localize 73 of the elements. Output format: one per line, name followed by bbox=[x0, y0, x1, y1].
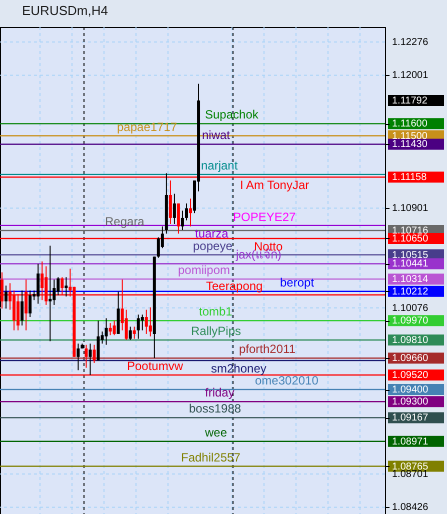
y-tick-label: 1.09300 bbox=[392, 396, 429, 408]
candlestick bbox=[140, 314, 144, 331]
y-tick-label: 1.09520 bbox=[392, 370, 429, 382]
ref-line-label: sm2honey bbox=[211, 362, 266, 376]
ref-line-label: tuarza bbox=[195, 226, 229, 240]
candlestick bbox=[88, 343, 92, 376]
ref-line-label: friday bbox=[205, 386, 234, 400]
ref-line-label: I Am TonyJar bbox=[240, 178, 310, 192]
candlestick bbox=[172, 193, 176, 224]
candlestick bbox=[64, 276, 68, 297]
candlestick bbox=[132, 326, 136, 340]
candlestick bbox=[52, 279, 56, 306]
candlestick bbox=[176, 202, 180, 234]
ref-line-label: Teerapong bbox=[206, 278, 263, 293]
candlestick bbox=[4, 285, 8, 310]
ref-line-label: boss1988 bbox=[189, 402, 242, 416]
candlestick bbox=[92, 344, 96, 364]
ref-line-label: wee bbox=[204, 425, 228, 440]
candlestick bbox=[36, 263, 40, 304]
y-tick-label: 1.11792 bbox=[392, 95, 428, 106]
ref-line-label: Pootumvw bbox=[127, 359, 184, 374]
candlestick bbox=[148, 306, 152, 337]
candlestick bbox=[168, 180, 172, 224]
candlestick bbox=[104, 318, 108, 346]
candlestick bbox=[136, 314, 140, 340]
candlestick bbox=[108, 322, 112, 336]
candlestick bbox=[28, 290, 32, 318]
candlestick bbox=[144, 309, 148, 334]
ref-line-label: pforth2011 bbox=[239, 342, 296, 356]
y-tick-label: 1.11158 bbox=[392, 172, 428, 184]
y-tick-label: 1.12276 bbox=[392, 36, 429, 48]
ref-line-label: tomb1 bbox=[199, 304, 233, 319]
y-tick-label: 1.10314 bbox=[392, 274, 429, 286]
ref-line-label: Regara bbox=[105, 214, 145, 228]
y-tick-label: 1.10212 bbox=[392, 286, 429, 298]
y-tick-label: 1.09660 bbox=[392, 353, 429, 364]
ref-line-label: narjant bbox=[201, 158, 238, 172]
candlestick bbox=[156, 236, 160, 258]
ref-line-label: Supachok bbox=[205, 108, 260, 122]
y-tick-label: 1.08426 bbox=[392, 502, 429, 514]
candlestick bbox=[188, 198, 192, 227]
candlestick bbox=[124, 309, 128, 340]
y-tick-label: 1.10441 bbox=[392, 258, 429, 270]
ref-line-label: Fadhil2557 bbox=[181, 450, 241, 464]
candlestick bbox=[180, 210, 184, 231]
y-tick-label: 1.10650 bbox=[392, 233, 429, 244]
annotation: POPEYE27 bbox=[233, 210, 296, 224]
y-tick-label: 1.10515 bbox=[392, 250, 429, 261]
candlestick bbox=[112, 320, 116, 336]
candlestick bbox=[184, 202, 188, 221]
ref-line-label: popeye bbox=[193, 238, 233, 253]
y-tick-label: 1.08971 bbox=[392, 436, 429, 448]
ref-line-label: ome302010 bbox=[255, 374, 319, 388]
candlestick bbox=[84, 344, 88, 368]
y-tick-label: 1.09810 bbox=[392, 334, 429, 346]
candlestick bbox=[56, 276, 60, 296]
y-tick-label: 1.08701 bbox=[392, 469, 429, 480]
candlestick bbox=[20, 290, 24, 326]
y-tick-label: 1.10901 bbox=[392, 203, 429, 214]
y-tick-label: 1.11600 bbox=[392, 118, 428, 130]
ref-line-label: beropt bbox=[280, 275, 315, 290]
y-tick-label: 1.09167 bbox=[392, 412, 429, 424]
y-tick-label: 1.09970 bbox=[392, 316, 429, 327]
ref-line-label: pomiipom bbox=[178, 263, 230, 278]
ref-line-label: RallyPips bbox=[191, 324, 242, 338]
candlestick bbox=[76, 343, 80, 371]
y-tick-label: 1.12001 bbox=[392, 70, 429, 82]
chart-title: EURUSDm,H4 bbox=[22, 3, 108, 18]
y-tick-label: 1.11430 bbox=[392, 139, 428, 150]
candlestick bbox=[128, 326, 132, 340]
y-tick-label: 1.09400 bbox=[392, 384, 429, 396]
y-tick-label: 1.10076 bbox=[392, 302, 429, 314]
candlestick bbox=[48, 245, 52, 342]
